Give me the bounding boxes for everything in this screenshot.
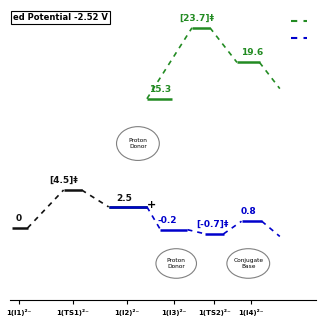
- Text: 15.3: 15.3: [149, 85, 171, 94]
- Text: +: +: [147, 200, 156, 210]
- Text: Proton
Donor: Proton Donor: [167, 258, 186, 269]
- Text: -0.2: -0.2: [157, 216, 177, 225]
- Text: [-0.7]‡: [-0.7]‡: [196, 220, 228, 229]
- Text: 0: 0: [15, 214, 22, 223]
- Text: 19.6: 19.6: [242, 48, 264, 57]
- Text: Conjugate
Base: Conjugate Base: [233, 258, 263, 269]
- Text: [23.7]‡: [23.7]‡: [179, 14, 214, 23]
- Text: ed Potential -2.52 V: ed Potential -2.52 V: [12, 13, 108, 22]
- Text: Proton
Donor: Proton Donor: [129, 138, 148, 149]
- Text: [4.5]‡: [4.5]‡: [49, 176, 78, 185]
- Text: 2.5: 2.5: [116, 194, 132, 203]
- Text: 0.8: 0.8: [240, 207, 256, 216]
